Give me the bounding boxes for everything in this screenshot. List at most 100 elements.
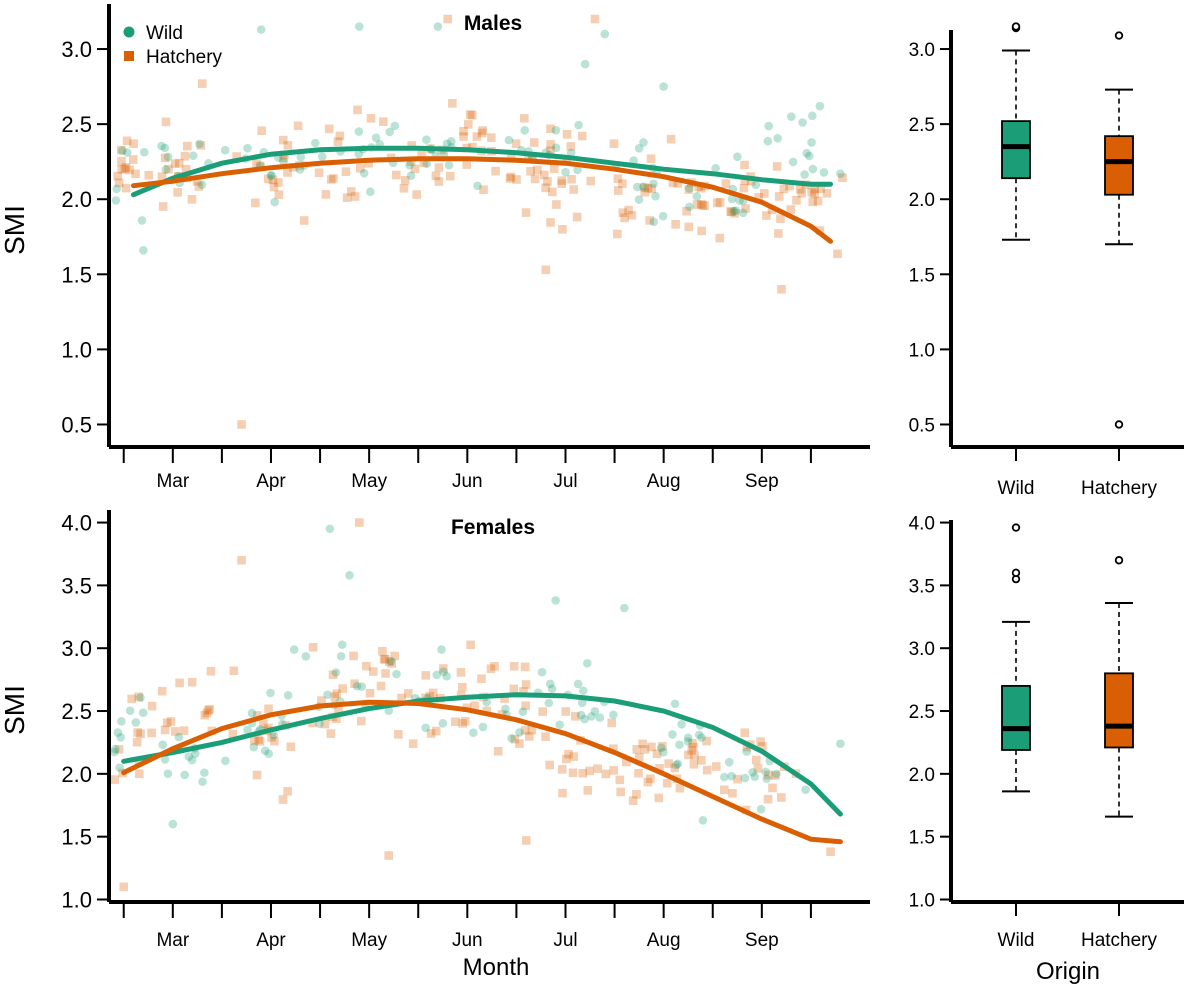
hatchery-point bbox=[229, 666, 239, 676]
hatchery-point bbox=[688, 738, 697, 748]
hatchery-point bbox=[634, 768, 643, 778]
hatchery-point bbox=[763, 794, 773, 804]
box-body bbox=[1001, 120, 1031, 180]
hatchery-point bbox=[549, 164, 559, 173]
hatchery-point bbox=[632, 745, 642, 754]
hatchery-point bbox=[838, 173, 847, 183]
hatchery-point bbox=[157, 172, 167, 182]
outlier-point bbox=[1114, 556, 1124, 565]
wild-point bbox=[551, 143, 561, 152]
wild-point bbox=[266, 171, 276, 181]
wild-point bbox=[161, 165, 171, 174]
hatchery-point bbox=[179, 726, 189, 735]
hatchery-point bbox=[321, 190, 331, 199]
females-box-panel: 1.0 1.5 2.0 2.5 3.0 3.5 4.0 Wild Hatchery Origi… bbox=[909, 514, 1184, 985]
hatchery-point bbox=[684, 185, 694, 194]
hatchery-point bbox=[571, 712, 580, 721]
wild-fit-line bbox=[121, 692, 843, 817]
males-box-panel: 0.5 1.0 1.5 2.0 2.5 3.0 Wild Hatchery bbox=[909, 22, 1184, 499]
hatchery-point bbox=[643, 183, 653, 193]
wild-point bbox=[243, 143, 252, 153]
hatchery-point bbox=[645, 216, 655, 225]
females-y-tick-label: 4.0 bbox=[61, 511, 92, 536]
hatchery-point bbox=[673, 179, 683, 188]
wild-point bbox=[808, 164, 818, 174]
wild-point bbox=[112, 184, 121, 194]
hatchery-point bbox=[646, 774, 655, 784]
hatchery-point bbox=[127, 694, 136, 704]
wild-point bbox=[137, 216, 147, 225]
hatchery-point bbox=[381, 669, 390, 678]
hatchery-point bbox=[740, 176, 750, 185]
hatchery-point bbox=[655, 764, 664, 773]
hatchery-point bbox=[529, 138, 539, 147]
hatchery-point bbox=[527, 153, 537, 162]
hatchery-point bbox=[797, 188, 807, 198]
hatchery-point bbox=[682, 206, 691, 216]
females-x-ticks: Mar Apr May Jun Jul Aug Sep bbox=[122, 902, 812, 951]
hatchery-point bbox=[833, 249, 842, 259]
wild-point bbox=[301, 651, 311, 661]
wild-point bbox=[111, 744, 120, 754]
wild-point bbox=[551, 126, 561, 135]
hatchery-point bbox=[774, 229, 783, 238]
hatchery-point bbox=[557, 765, 567, 774]
hatchery-point bbox=[491, 166, 500, 176]
hatchery-point bbox=[349, 651, 358, 661]
wild-point bbox=[685, 184, 694, 193]
hatchery-fit-line bbox=[121, 699, 843, 845]
wild-point bbox=[649, 179, 658, 189]
females-y-label: SMI bbox=[0, 685, 30, 735]
hatchery-point bbox=[459, 132, 468, 141]
hatchery-point bbox=[274, 178, 283, 187]
males-box-x-ticks: Wild Hatchery bbox=[998, 447, 1158, 499]
wild-point bbox=[139, 147, 149, 157]
wild-point bbox=[756, 804, 766, 814]
hatchery-point bbox=[562, 130, 572, 139]
wild-point bbox=[405, 160, 414, 170]
wild-point bbox=[633, 182, 642, 192]
hatchery-point bbox=[147, 728, 156, 738]
hatchery-point bbox=[690, 751, 699, 760]
hatchery-point bbox=[161, 117, 171, 127]
hatchery-point bbox=[467, 110, 477, 120]
hatchery-point bbox=[771, 771, 780, 780]
wild-point bbox=[574, 120, 583, 130]
hatchery-point bbox=[478, 126, 487, 135]
hatchery-point bbox=[640, 745, 650, 754]
hatchery-point bbox=[539, 170, 549, 180]
hatchery-point bbox=[299, 216, 309, 225]
females-box-y-tick-label: 1.0 bbox=[909, 890, 935, 911]
hatchery-point bbox=[117, 156, 126, 166]
wild-point bbox=[264, 749, 273, 758]
wild-point bbox=[692, 192, 702, 201]
hatchery-point bbox=[662, 778, 672, 788]
hatchery-point bbox=[412, 190, 421, 199]
hatchery-point bbox=[443, 14, 452, 24]
hatchery-point bbox=[664, 759, 674, 768]
hatchery-point bbox=[421, 693, 430, 703]
hatchery-point bbox=[613, 174, 623, 183]
hatchery-point bbox=[410, 164, 420, 174]
males-y-tick-label: 1.5 bbox=[61, 262, 92, 287]
hatchery-point bbox=[684, 750, 693, 760]
females-box-x-ticks: Wild Hatchery bbox=[998, 902, 1158, 951]
wild-point bbox=[544, 698, 554, 708]
females-month-label: Aug bbox=[647, 930, 681, 951]
hatchery-point bbox=[157, 686, 167, 696]
wild-point bbox=[740, 773, 750, 783]
hatchery-point bbox=[601, 769, 611, 779]
females-y-tick-label: 2.0 bbox=[61, 762, 92, 787]
hatchery-point bbox=[719, 785, 729, 795]
hatchery-point bbox=[721, 179, 731, 188]
hatchery-point bbox=[399, 184, 409, 193]
outlier-point bbox=[1011, 523, 1021, 532]
hatchery-point bbox=[472, 132, 482, 141]
hatchery-point bbox=[521, 836, 531, 845]
hatchery-point bbox=[317, 696, 326, 705]
hatchery-point bbox=[760, 189, 769, 198]
wild-point bbox=[786, 112, 796, 121]
wild-point bbox=[384, 706, 394, 716]
hatchery-point bbox=[740, 728, 750, 738]
hatchery-point bbox=[742, 742, 752, 752]
